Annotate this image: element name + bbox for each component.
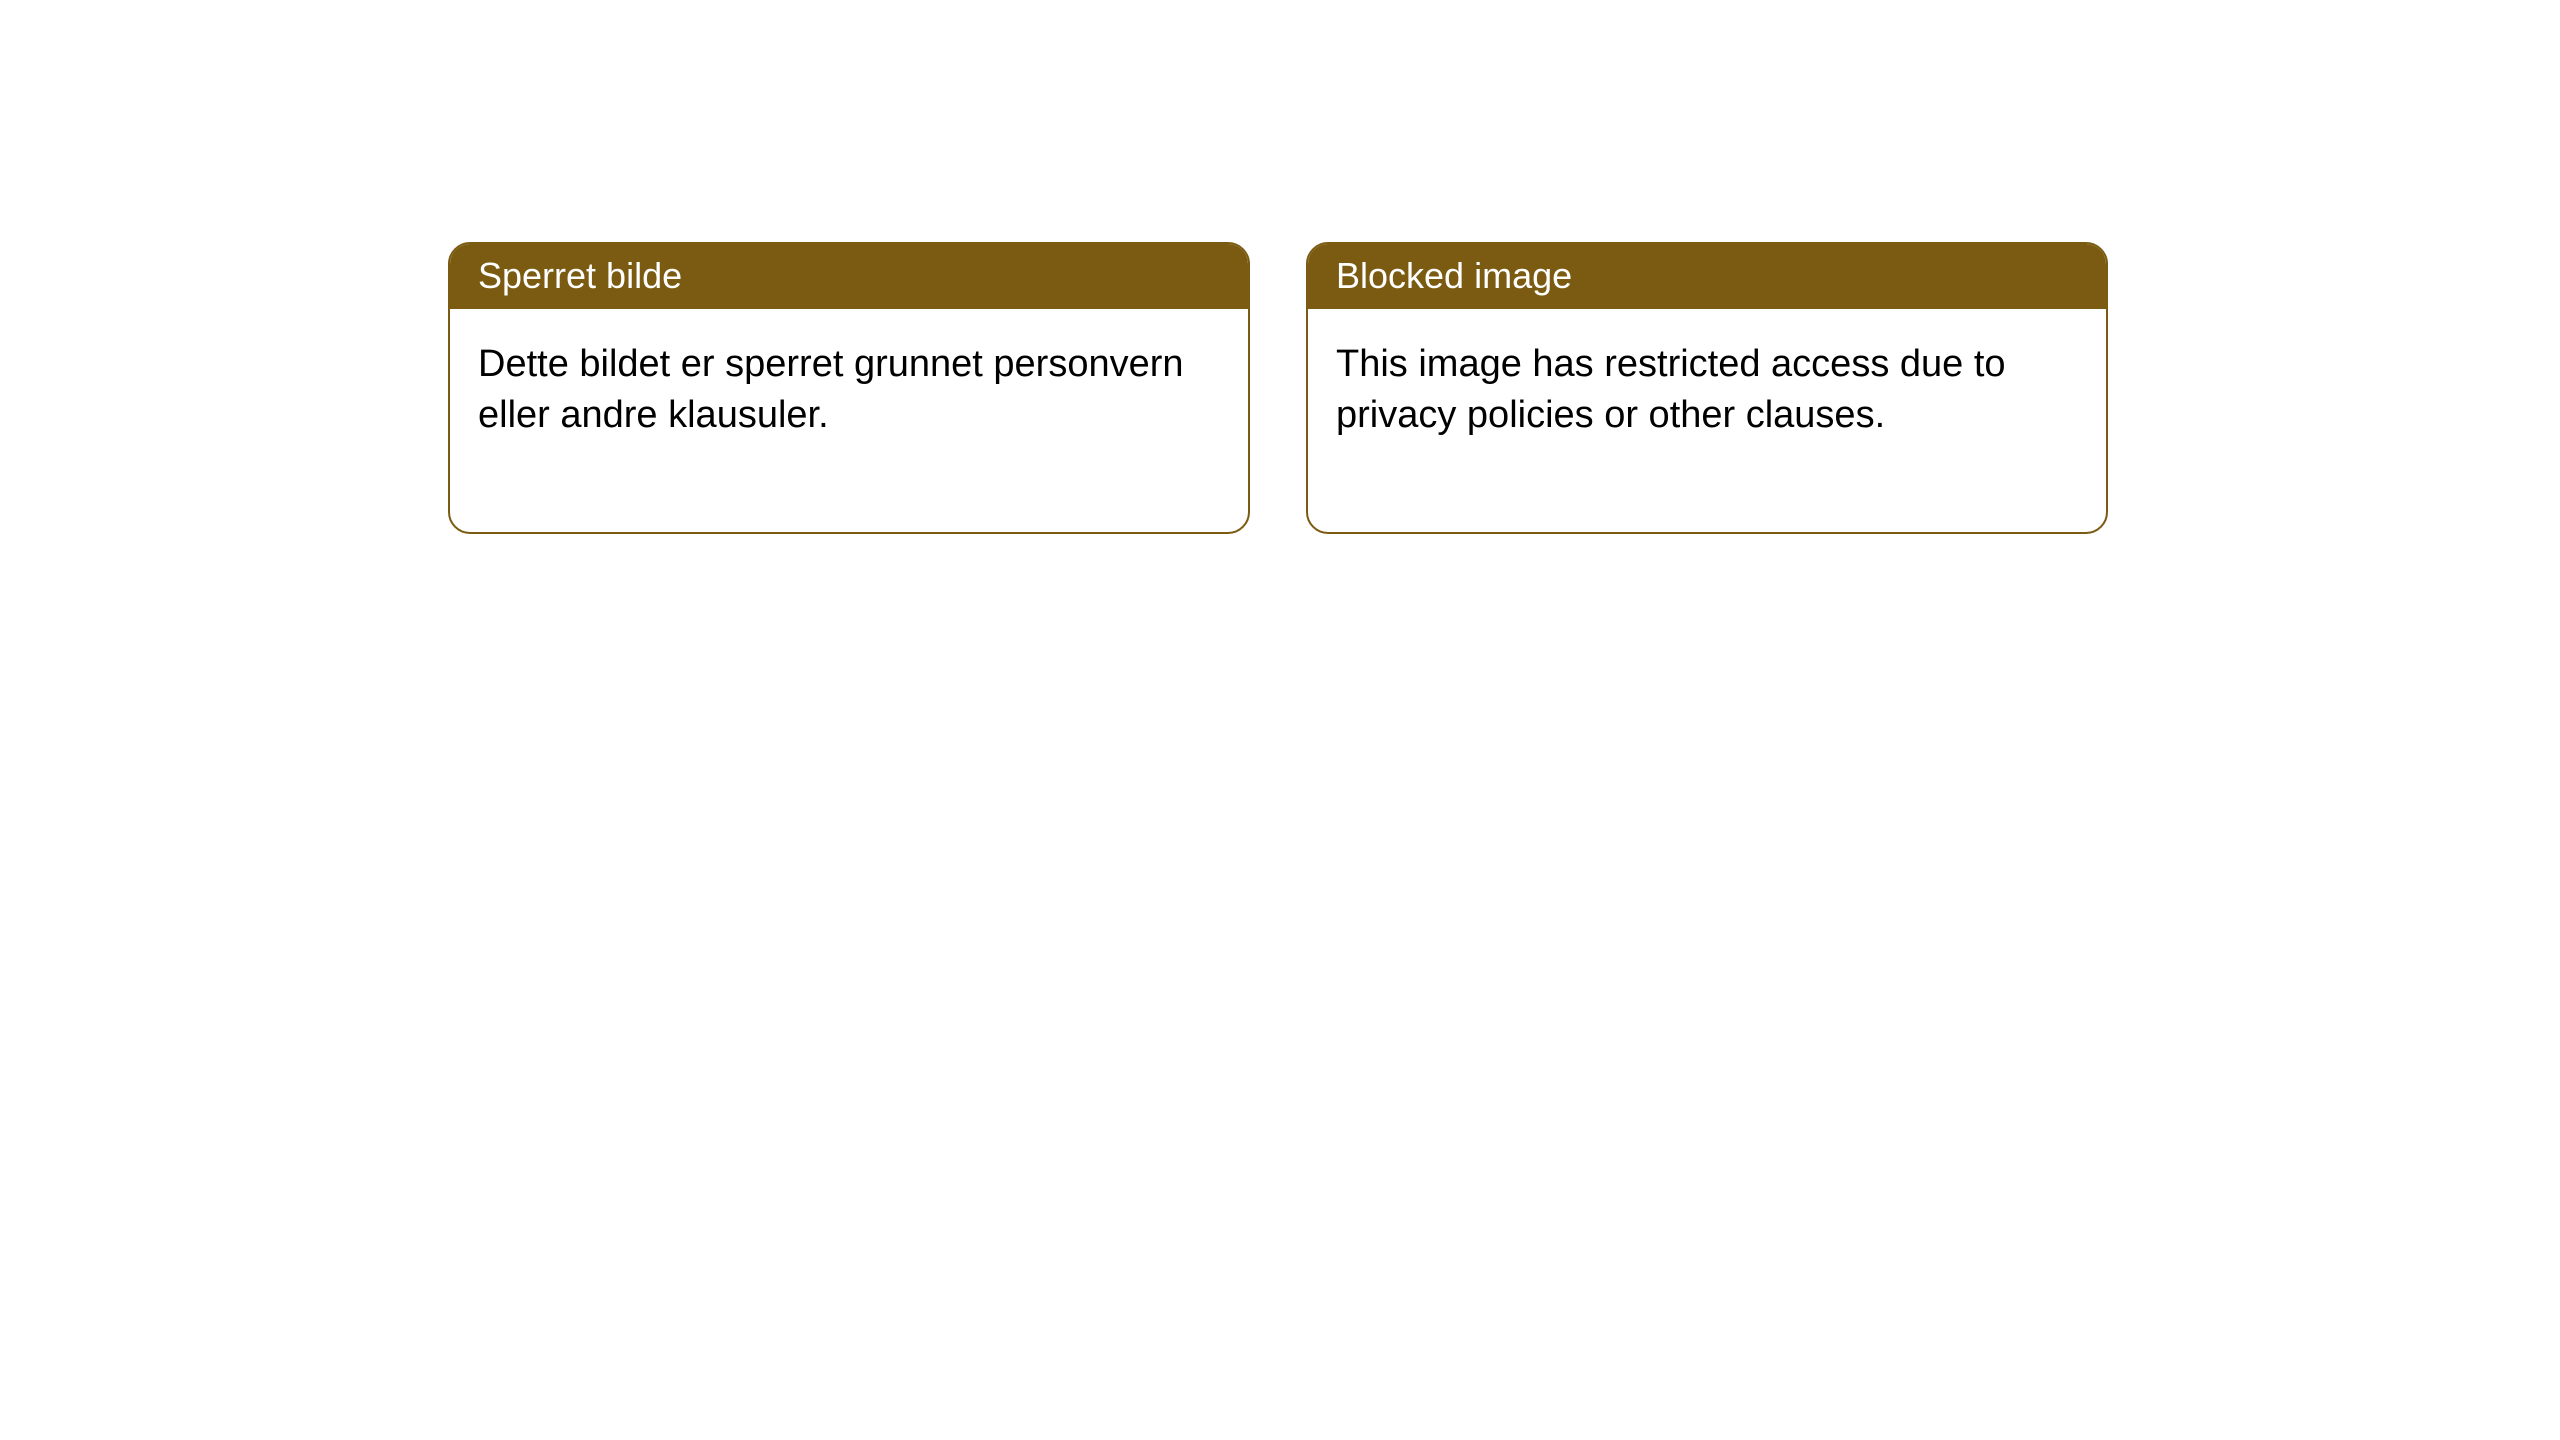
notice-card-norwegian: Sperret bilde Dette bildet er sperret gr… — [448, 242, 1250, 534]
notice-card-english: Blocked image This image has restricted … — [1306, 242, 2108, 534]
notice-body: This image has restricted access due to … — [1308, 309, 2106, 532]
notice-title: Blocked image — [1308, 244, 2106, 309]
notice-body: Dette bildet er sperret grunnet personve… — [450, 309, 1248, 532]
notice-container: Sperret bilde Dette bildet er sperret gr… — [0, 0, 2560, 534]
notice-title: Sperret bilde — [450, 244, 1248, 309]
